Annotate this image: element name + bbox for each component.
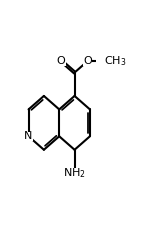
Text: O: O (83, 56, 92, 66)
Text: N: N (24, 131, 33, 141)
FancyBboxPatch shape (57, 56, 66, 66)
FancyBboxPatch shape (83, 56, 92, 66)
Text: $\mathregular{CH_3}$: $\mathregular{CH_3}$ (104, 54, 127, 68)
Text: O: O (57, 56, 66, 66)
Text: $\mathregular{NH_2}$: $\mathregular{NH_2}$ (63, 166, 86, 180)
FancyBboxPatch shape (96, 56, 111, 66)
FancyBboxPatch shape (68, 168, 81, 178)
FancyBboxPatch shape (24, 132, 33, 141)
